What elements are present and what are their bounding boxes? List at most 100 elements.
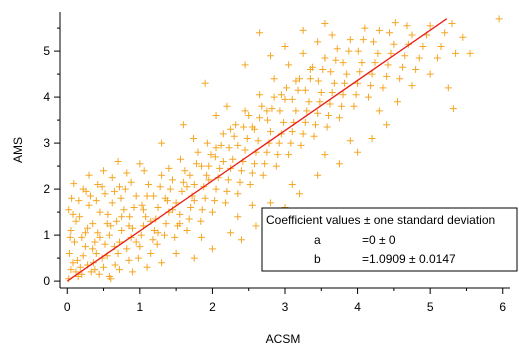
data-point [224,176,232,184]
data-point [100,167,108,175]
data-point [161,194,169,202]
data-point [67,266,75,274]
data-point [294,86,302,94]
y-tick-label: 0 [43,274,50,288]
data-point [123,169,131,177]
data-point [433,54,441,62]
x-tick-label: 2 [209,300,216,314]
data-point [288,95,296,103]
data-point [263,107,271,115]
x-tick-label: 3 [282,300,289,314]
data-point [326,100,334,108]
data-point [339,59,347,67]
data-point [172,250,180,257]
data-point [314,109,322,117]
data-point [208,245,216,253]
data-point [386,29,394,37]
data-point [338,102,346,110]
y-tick-label: 4 [43,90,50,104]
data-point [190,197,198,205]
data-point [108,199,116,207]
data-point [319,66,327,73]
data-point [162,220,170,228]
data-point [150,227,158,234]
y-ticks: 0 1 2 3 4 5 [43,27,60,288]
data-point [105,231,113,239]
data-point [85,171,93,179]
legend-row-b-value: =1.0909 ± 0.0147 [362,252,456,266]
data-point [330,79,338,87]
data-point [333,45,341,53]
data-point [98,183,106,191]
data-point [140,167,148,175]
data-point [227,229,235,237]
data-point [356,68,364,76]
data-point [113,217,121,225]
data-point [328,89,336,96]
data-point [114,250,122,257]
data-point [495,15,503,23]
data-point [176,220,184,228]
data-point [190,181,198,188]
data-point [449,105,457,113]
y-tick-label: 2 [43,182,50,196]
data-point [161,231,169,239]
data-point [229,155,237,163]
data-point [280,118,288,126]
data-point [358,59,366,67]
data-point [292,77,300,85]
data-point [100,263,108,271]
data-point [91,266,99,274]
data-point [183,227,191,234]
data-point [81,229,89,237]
data-point [258,102,266,110]
data-point [426,22,434,30]
data-point [248,123,256,131]
data-point [84,224,92,232]
data-point [387,49,395,57]
data-point [287,139,295,147]
data-point [263,148,271,156]
data-point [316,98,324,106]
data-point [272,162,280,170]
data-point [297,141,305,149]
data-point [383,72,391,80]
data-point [158,171,166,179]
data-point [264,116,272,124]
data-point [237,236,245,244]
data-point [73,256,81,264]
data-point [116,183,124,191]
data-point [248,169,256,177]
data-point [178,187,186,195]
data-point [266,128,274,136]
data-point [166,185,174,193]
data-point [208,208,216,216]
data-point [305,98,313,106]
data-point [241,107,249,115]
data-point [230,132,238,140]
data-point [123,245,131,253]
data-point [332,56,340,64]
data-point [190,254,198,262]
data-point [256,29,264,37]
data-point [282,84,290,92]
data-point [317,89,325,96]
data-point [150,192,158,200]
data-point [65,250,73,257]
data-point [448,20,456,27]
data-point [216,164,224,172]
data-point [281,95,289,103]
data-point [219,130,227,138]
data-point [303,107,311,115]
data-point [394,98,401,106]
data-point [136,243,144,251]
data-point [285,61,293,69]
data-point [343,70,351,78]
data-point [219,158,227,165]
data-point [396,75,404,83]
y-tick-label: 5 [43,44,50,58]
legend-frame [261,207,518,272]
data-point [70,180,78,188]
data-point [270,93,278,101]
